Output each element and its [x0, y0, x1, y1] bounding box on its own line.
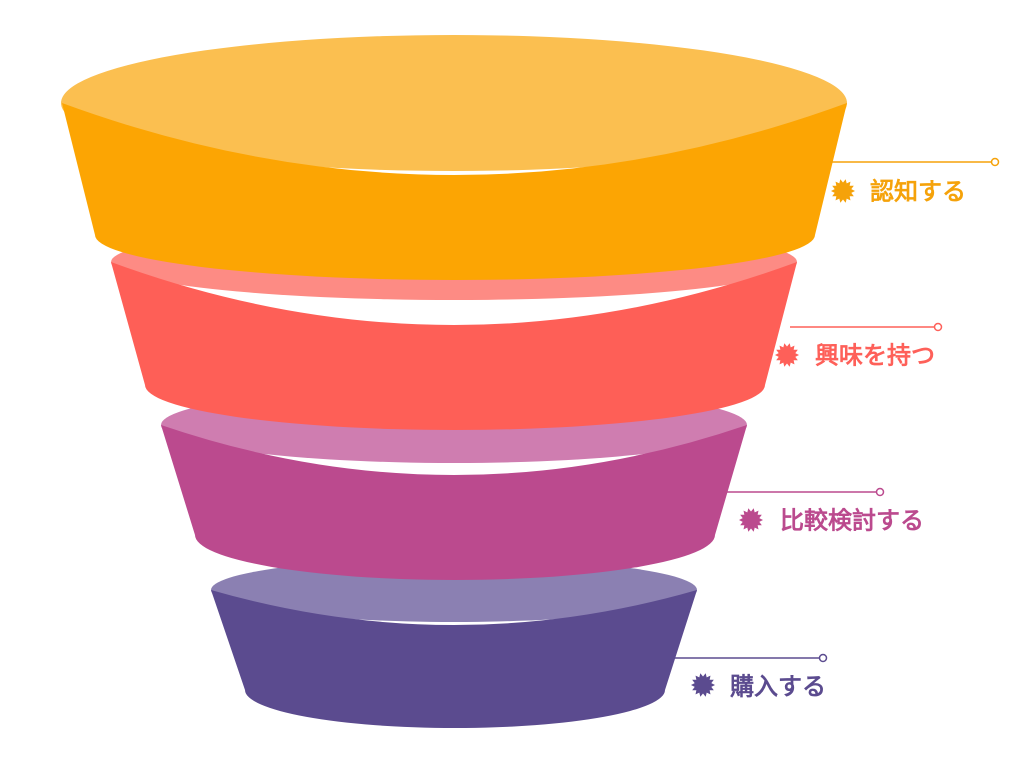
- leader-dot: [875, 487, 885, 497]
- stage-body: [62, 103, 847, 280]
- stage-top: [61, 35, 847, 171]
- leader-dot: [990, 157, 1000, 167]
- stage-label: 比較検討する: [780, 506, 924, 535]
- burst-icon: [691, 673, 715, 697]
- burst-icon: [775, 343, 799, 367]
- stage-body: [211, 590, 697, 728]
- leader-dot: [818, 653, 828, 663]
- leader-dot: [933, 322, 943, 332]
- funnel-stage-4: [211, 558, 697, 728]
- stage-label-group: 比較検討する: [727, 487, 924, 535]
- stage-label: 興味を持つ: [815, 341, 935, 370]
- stage-body: [111, 262, 797, 430]
- stage-label: 認知する: [870, 177, 966, 206]
- burst-icon: [831, 179, 855, 203]
- stage-label-group: 認知する: [830, 157, 1000, 206]
- burst-icon: [739, 508, 763, 532]
- funnel-stage-1: [61, 35, 847, 280]
- stage-body: [161, 425, 747, 580]
- stage-label-group: 興味を持つ: [775, 322, 943, 370]
- stage-label-group: 購入する: [675, 653, 828, 701]
- stage-label: 購入する: [730, 672, 826, 701]
